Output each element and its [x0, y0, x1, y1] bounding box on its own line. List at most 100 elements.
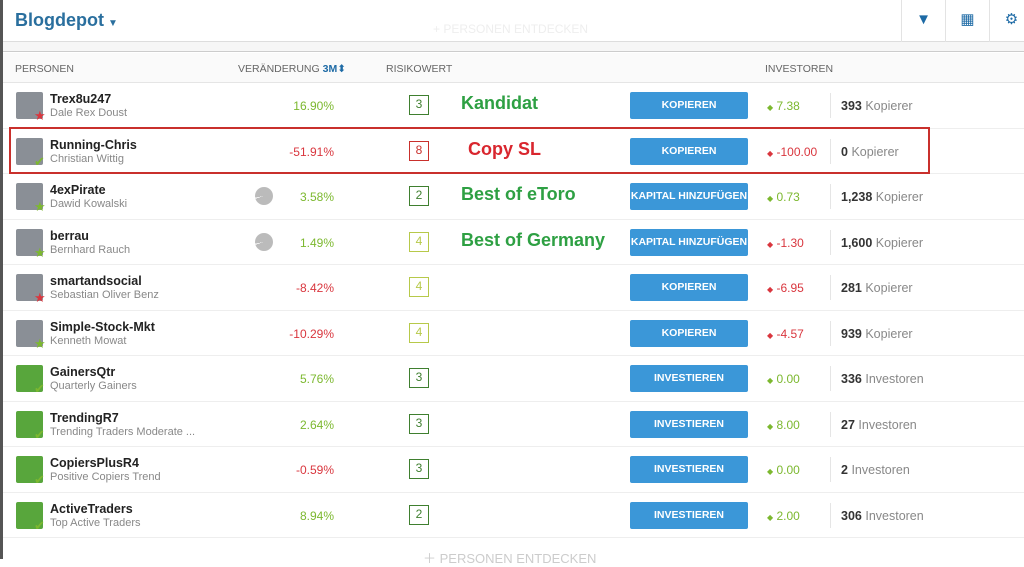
avatar[interactable] [16, 319, 43, 347]
count-value: 393 [841, 99, 862, 113]
count-label: Kopierer [875, 235, 924, 250]
avatar[interactable] [16, 365, 43, 392]
full-name: Sebastian Oliver Benz [50, 289, 159, 301]
arrow-down-icon: ◆ [767, 239, 774, 249]
username[interactable]: TrendingR7 [50, 410, 119, 425]
arrow-down-icon: ◆ [767, 330, 774, 340]
check-badge-icon: ✔ [34, 153, 45, 169]
risk-score: 3 [409, 368, 429, 388]
investor-change-value: 0.73 [776, 190, 800, 204]
divider [830, 502, 831, 528]
divider [830, 93, 831, 118]
username[interactable]: CopiersPlusR4 [50, 456, 139, 470]
username[interactable]: Trex8u247 [50, 92, 112, 106]
investor-change: ◆ -6.95 [767, 281, 804, 295]
investor-count: 1,600 Kopierer [841, 236, 923, 250]
change-value: 8.94% [299, 508, 334, 523]
avatar[interactable] [16, 410, 43, 438]
action-button[interactable]: KAPITAL HINZUFÜGEN [630, 228, 748, 256]
avatar[interactable] [16, 183, 43, 210]
arrow-down-icon: ◆ [767, 285, 774, 294]
investor-change: ◆ 7.38 [767, 99, 800, 113]
change-value: 1.49% [299, 235, 334, 250]
filter-icon[interactable]: ▼ [901, 0, 945, 42]
col-change[interactable]: VERÄNDERUNG 3M⬍ [238, 63, 346, 75]
pie-chart-icon[interactable] [255, 232, 273, 251]
investor-change-value: -4.57 [776, 326, 804, 341]
action-button[interactable]: INVESTIEREN [630, 456, 748, 483]
username[interactable]: ActiveTraders [50, 501, 133, 516]
investor-change: ◆ 8.00 [767, 418, 800, 432]
investor-count: 0 Kopierer [841, 145, 899, 159]
discover-people-button[interactable]: ＋ PERSONEN ENTDECKEN [423, 551, 597, 566]
star-badge-icon: ★ [34, 290, 46, 305]
divider [830, 457, 831, 482]
period-selector[interactable]: 3M [322, 63, 338, 75]
change-value: -8.42% [295, 281, 334, 295]
check-badge-icon: ✔ [34, 517, 45, 533]
username[interactable]: 4exPirate [50, 183, 106, 197]
action-button[interactable]: INVESTIEREN [630, 501, 748, 529]
action-button[interactable]: KOPIEREN [630, 92, 748, 119]
divider [830, 366, 831, 391]
count-label: Kopierer [851, 144, 899, 159]
full-name: Quarterly Gainers [50, 380, 137, 392]
action-button[interactable]: KOPIEREN [630, 274, 748, 301]
investor-change: ◆ -100.00 [767, 145, 817, 159]
investor-count: 306 Investoren [841, 509, 924, 523]
col-risk[interactable]: RISIKOWERT [386, 63, 453, 75]
arrow-up-icon: ◆ [767, 103, 774, 112]
star-badge-icon: ★ [34, 108, 46, 123]
table-row: ✔ ActiveTraders Top Active Traders 8.94%… [3, 493, 1024, 538]
action-button[interactable]: KOPIEREN [630, 137, 748, 165]
investor-change: ◆ 0.00 [767, 372, 800, 386]
investor-change-value: 2.00 [776, 508, 800, 523]
action-button[interactable]: KOPIEREN [630, 319, 748, 347]
investor-change-value: -100.00 [776, 144, 818, 159]
avatar[interactable] [16, 274, 43, 301]
table-row: ★ Trex8u247 Dale Rex Doust 16.90% 3 Kand… [3, 83, 1024, 129]
count-value: 0 [841, 144, 848, 159]
count-value: 306 [841, 508, 862, 523]
username[interactable]: Running-Chris [50, 137, 137, 152]
username[interactable]: Simple-Stock-Mkt [50, 319, 155, 334]
col-investors[interactable]: INVESTOREN [765, 63, 834, 75]
avatar[interactable] [16, 137, 43, 165]
risk-score: 3 [409, 413, 429, 434]
grid-icon[interactable]: ▦ [945, 0, 989, 42]
risk-score: 4 [409, 322, 429, 343]
action-button[interactable]: INVESTIEREN [630, 410, 748, 438]
gear-icon[interactable]: ⚙ [989, 0, 1024, 42]
action-button[interactable]: KAPITAL HINZUFÜGEN [630, 183, 748, 210]
full-name: Kenneth Mowat [50, 334, 127, 347]
table-row: ★ berrau Bernhard Rauch 1.49% 4 Best of … [3, 220, 1024, 265]
action-button[interactable]: INVESTIEREN [630, 365, 748, 392]
full-name: Dawid Kowalski [50, 198, 128, 210]
risk-score: 4 [409, 231, 429, 252]
avatar[interactable] [16, 501, 43, 529]
sort-icon[interactable]: ⬍ [337, 63, 347, 75]
table-header: PERSONEN VERÄNDERUNG 3M⬍ RISIKOWERT INVE… [3, 53, 1024, 83]
avatar[interactable] [16, 456, 43, 483]
risk-score: 8 [409, 140, 429, 161]
count-value: 1,600 [841, 235, 873, 250]
check-badge-icon: ✔ [34, 426, 45, 442]
investor-count: 336 Investoren [841, 372, 924, 386]
check-badge-icon: ✔ [34, 472, 45, 487]
col-persons[interactable]: PERSONEN [15, 63, 74, 75]
count-label: Investoren [851, 463, 910, 477]
username[interactable]: GainersQtr [50, 365, 116, 379]
count-value: 281 [841, 281, 862, 295]
investor-change-value: -1.30 [776, 235, 804, 250]
username[interactable]: smartandsocial [50, 274, 142, 288]
pie-chart-icon[interactable] [255, 187, 273, 205]
avatar[interactable] [16, 92, 43, 119]
change-value: 2.64% [299, 417, 334, 432]
portfolio-dropdown[interactable]: Blogdepot ▼ [15, 10, 118, 31]
full-name: Trending Traders Moderate ... [50, 425, 196, 438]
investor-count: 281 Kopierer [841, 281, 913, 295]
username[interactable]: berrau [50, 228, 89, 243]
count-value: 1,238 [841, 190, 873, 204]
avatar[interactable] [16, 228, 43, 256]
count-label: Kopierer [865, 99, 913, 113]
